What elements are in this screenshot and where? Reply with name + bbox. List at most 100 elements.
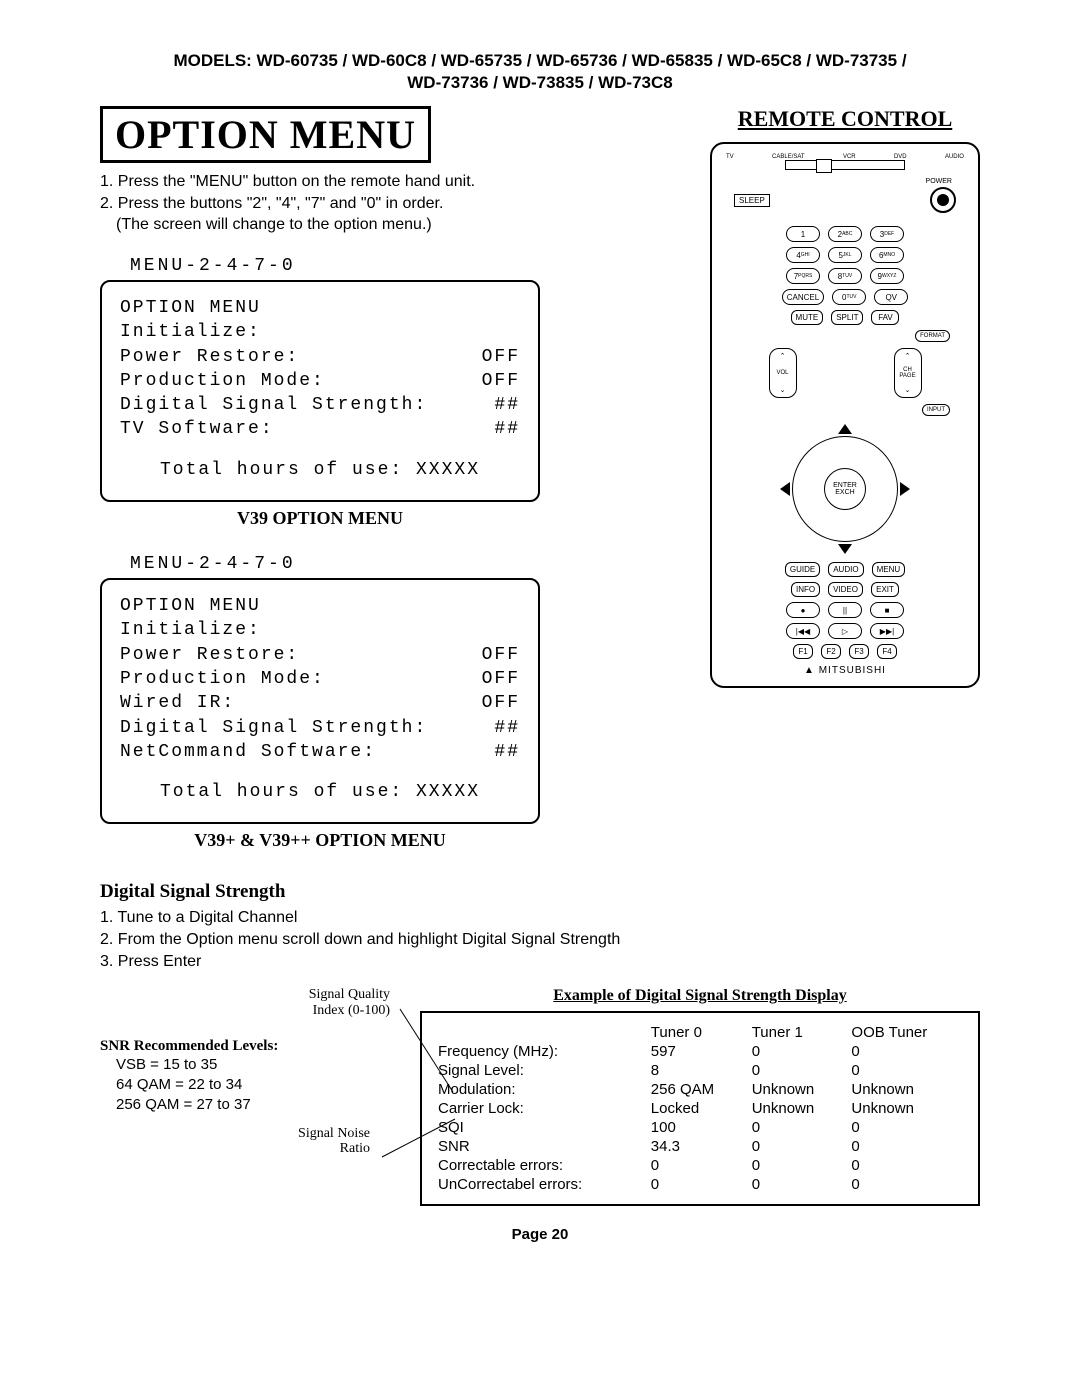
table-caption: Example of Digital Signal Strength Displ…	[420, 987, 980, 1005]
s1-r2r: OFF	[482, 369, 520, 393]
s2-total: Total hours of use: XXXXX	[120, 780, 520, 804]
format-button: FORMAT	[915, 330, 950, 342]
signal-table: Tuner 0Tuner 1OOB TunerFrequency (MHz):5…	[420, 1011, 980, 1206]
screen2: OPTION MENU Initialize: Power Restore:OF…	[100, 578, 540, 824]
s1-total: Total hours of use: XXXXX	[120, 458, 520, 482]
s1-r4l: TV Software:	[120, 417, 274, 441]
rl-audio: AUDIO	[945, 154, 964, 160]
dss-step-3: 3. Press Enter	[100, 951, 680, 973]
s1-r1r: OFF	[482, 345, 520, 369]
numpad-2-0: 7PQRS	[786, 268, 820, 284]
play-button: ▷	[828, 623, 862, 639]
instruction-1: 1. Press the "MENU" button on the remote…	[100, 171, 680, 193]
power-button	[930, 187, 956, 213]
split-button: SPLIT	[831, 310, 863, 325]
s1-r3r: ##	[494, 393, 520, 417]
numpad-0-1: 2ABC	[828, 226, 862, 242]
pause-button: ||	[828, 602, 862, 618]
down-arrow-icon	[838, 544, 852, 554]
numpad-3-2: QV	[874, 289, 908, 305]
s1-r3l: Digital Signal Strength:	[120, 393, 427, 417]
snr-v1: VSB = 15 to 35	[116, 1055, 410, 1075]
numpad-1-1: 5JKL	[828, 247, 862, 263]
numpad-2-2: 9WXYZ	[870, 268, 904, 284]
s2-r4r: ##	[494, 716, 520, 740]
table-row: SNR34.300	[434, 1137, 966, 1156]
numpad-0-2: 3DEF	[870, 226, 904, 242]
numpad-2-1: 8TUV	[828, 268, 862, 284]
snr-label-1: Signal Noise	[100, 1126, 370, 1141]
stop-button: ■	[870, 602, 904, 618]
dss-step-1: 1. Tune to a Digital Channel	[100, 907, 680, 929]
mute-button: MUTE	[791, 310, 824, 325]
table-header: OOB Tuner	[847, 1023, 966, 1042]
table-row: Frequency (MHz):59700	[434, 1042, 966, 1061]
table-header	[434, 1023, 647, 1042]
table-row: UnCorrectabel errors:000	[434, 1175, 966, 1194]
dss-title: Digital Signal Strength	[100, 881, 680, 903]
s2-r2r: OFF	[482, 667, 520, 691]
screen1-code: MENU-2-4-7-0	[130, 256, 680, 276]
f4-button: F4	[877, 644, 897, 659]
screen2-caption: V39+ & V39++ OPTION MENU	[100, 830, 540, 851]
models-line-2: WD-73736 / WD-73835 / WD-73C8	[100, 72, 980, 94]
ch-rocker: ⌃CH PAGE⌄	[894, 348, 922, 398]
info-button: INFO	[791, 582, 820, 597]
s1-r4r: ##	[494, 417, 520, 441]
table-header: Tuner 0	[647, 1023, 748, 1042]
screen2-init: Initialize:	[120, 618, 520, 642]
instruction-3: (The screen will change to the option me…	[100, 214, 680, 236]
power-label: POWER	[720, 178, 970, 185]
table-row: Carrier Lock:LockedUnknownUnknown	[434, 1099, 966, 1118]
table-header: Tuner 1	[748, 1023, 848, 1042]
table-row: Correctable errors:000	[434, 1156, 966, 1175]
instruction-2: 2. Press the buttons "2", "4", "7" and "…	[100, 193, 680, 215]
screen1-init: Initialize:	[120, 320, 520, 344]
record-button: ●	[786, 602, 820, 618]
s2-r4l: Digital Signal Strength:	[120, 716, 427, 740]
guide-button: GUIDE	[785, 562, 820, 577]
s2-r3r: OFF	[482, 691, 520, 715]
remote-diagram: TV CABLE/SAT VCR DVD AUDIO POWER SLEEP 1…	[710, 142, 980, 688]
fav-button: FAV	[871, 310, 899, 325]
f2-button: F2	[821, 644, 841, 659]
table-row: Modulation:256 QAMUnknownUnknown	[434, 1080, 966, 1099]
screen1-caption: V39 OPTION MENU	[100, 508, 540, 529]
s2-r5l: NetCommand Software:	[120, 740, 376, 764]
screen1-title: OPTION MENU	[120, 296, 520, 320]
option-menu-title: OPTION MENU	[100, 106, 431, 163]
models-line-1: MODELS: WD-60735 / WD-60C8 / WD-65735 / …	[100, 50, 980, 72]
sleep-button: SLEEP	[734, 194, 770, 207]
prev-button: |◀◀	[786, 623, 820, 639]
rl-tv: TV	[726, 154, 734, 160]
sqi-label-2: Index (0-100)	[100, 1003, 390, 1018]
remote-slider	[785, 160, 905, 170]
snr-label-2: Ratio	[100, 1141, 370, 1156]
s2-r5r: ##	[494, 740, 520, 764]
table-row: Signal Level:800	[434, 1061, 966, 1080]
vol-rocker: ⌃VOL⌄	[769, 348, 797, 398]
sqi-label-1: Signal Quality	[100, 987, 390, 1002]
right-arrow-icon	[900, 482, 910, 496]
s2-r1l: Power Restore:	[120, 643, 299, 667]
brand-label: ▲ MITSUBISHI	[720, 665, 970, 676]
numpad-3-0: CANCEL	[782, 289, 824, 305]
f1-button: F1	[793, 644, 813, 659]
numpad-0-0: 1	[786, 226, 820, 242]
enter-button: ENTEREXCH	[824, 468, 866, 510]
s2-r1r: OFF	[482, 643, 520, 667]
audio-button: AUDIO	[828, 562, 863, 577]
up-arrow-icon	[838, 424, 852, 434]
f3-button: F3	[849, 644, 869, 659]
screen1: OPTION MENU Initialize: Power Restore:OF…	[100, 280, 540, 502]
numpad-3-1: 0TUV	[832, 289, 866, 305]
dss-step-2: 2. From the Option menu scroll down and …	[100, 929, 680, 951]
screen2-code: MENU-2-4-7-0	[130, 554, 680, 574]
snr-head: SNR Recommended Levels:	[100, 1038, 410, 1055]
s1-r2l: Production Mode:	[120, 369, 325, 393]
left-arrow-icon	[780, 482, 790, 496]
remote-title: REMOTE CONTROL	[710, 106, 980, 132]
snr-v3: 256 QAM = 27 to 37	[116, 1095, 410, 1115]
video-button: VIDEO	[828, 582, 863, 597]
page-number: Page 20	[100, 1226, 980, 1243]
